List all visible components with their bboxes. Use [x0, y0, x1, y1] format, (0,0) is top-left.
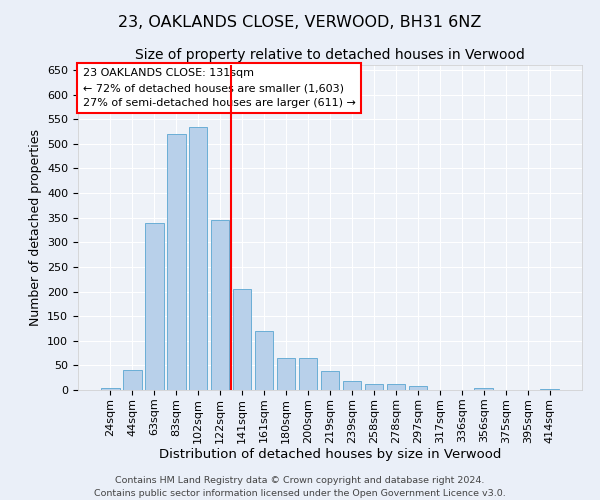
Bar: [211, 220, 229, 390]
Text: 23, OAKLANDS CLOSE, VERWOOD, BH31 6NZ: 23, OAKLANDS CLOSE, VERWOOD, BH31 6NZ: [118, 15, 482, 30]
Bar: [167, 134, 185, 390]
Bar: [277, 358, 295, 390]
Bar: [233, 289, 251, 390]
Bar: [320, 372, 340, 390]
Text: 23 OAKLANDS CLOSE: 131sqm
← 72% of detached houses are smaller (1,603)
27% of se: 23 OAKLANDS CLOSE: 131sqm ← 72% of detac…: [83, 68, 356, 108]
Bar: [475, 388, 493, 390]
Bar: [189, 126, 208, 390]
X-axis label: Distribution of detached houses by size in Verwood: Distribution of detached houses by size …: [159, 448, 501, 462]
Bar: [386, 384, 405, 390]
Bar: [123, 370, 142, 390]
Bar: [255, 331, 274, 390]
Bar: [145, 222, 164, 390]
Y-axis label: Number of detached properties: Number of detached properties: [29, 129, 41, 326]
Bar: [101, 388, 119, 390]
Bar: [409, 386, 427, 390]
Bar: [299, 358, 317, 390]
Bar: [365, 384, 383, 390]
Bar: [541, 388, 559, 390]
Bar: [343, 381, 361, 390]
Text: Contains HM Land Registry data © Crown copyright and database right 2024.
Contai: Contains HM Land Registry data © Crown c…: [94, 476, 506, 498]
Title: Size of property relative to detached houses in Verwood: Size of property relative to detached ho…: [135, 48, 525, 62]
